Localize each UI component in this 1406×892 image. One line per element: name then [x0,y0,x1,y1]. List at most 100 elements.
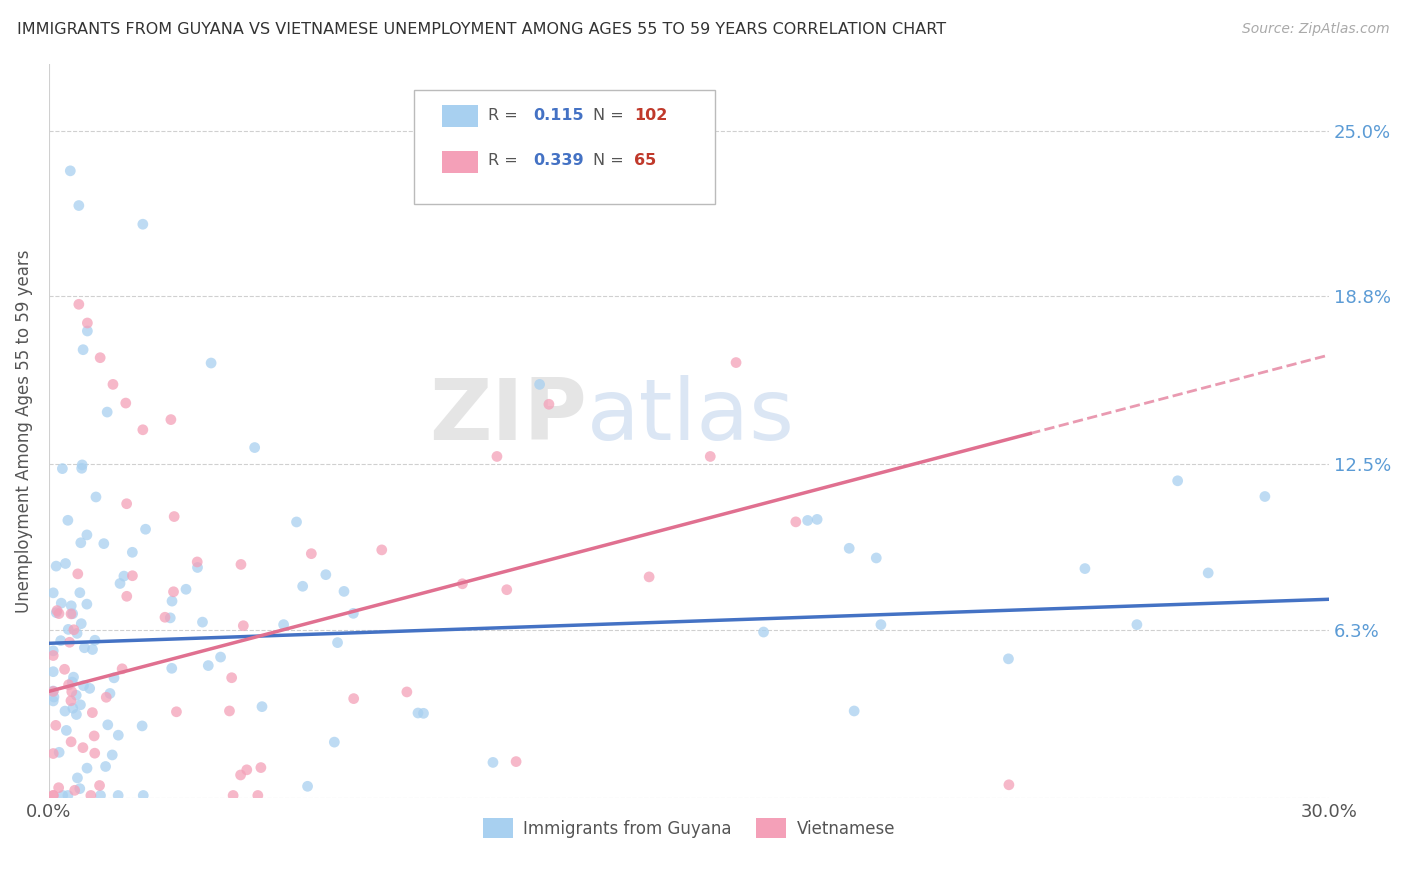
Point [59,164,82,178]
Point [998,778,1021,792]
Point [197,658,219,673]
Point [45,559,67,574]
FancyBboxPatch shape [413,90,714,203]
Point [725,355,748,369]
Point [132,423,155,437]
Point [229,768,252,782]
Point [42,648,65,663]
Point [232,618,254,632]
Point [51,461,73,475]
Point [67,198,90,212]
Point [82,706,104,720]
Point [69,698,91,712]
Point [115,589,138,603]
Point [55,723,77,738]
Text: 0.339: 0.339 [533,153,583,169]
Point [870,617,893,632]
Point [333,584,356,599]
Point [93,536,115,550]
Point [796,513,818,527]
Point [69,585,91,599]
Point [537,397,560,411]
Point [371,542,394,557]
Point [222,789,245,803]
FancyBboxPatch shape [441,151,478,173]
Point [865,551,887,566]
Point [42,690,65,704]
Point [485,450,508,464]
Point [451,576,474,591]
Point [101,377,124,392]
Point [69,781,91,796]
Point [63,623,86,637]
Point [45,718,67,732]
Point [1254,490,1277,504]
Point [218,704,240,718]
Point [42,586,65,600]
Point [132,789,155,803]
Point [997,652,1019,666]
Point [806,512,828,526]
Point [299,547,322,561]
Point [59,694,82,708]
Point [48,745,70,759]
Point [69,535,91,549]
Point [80,789,103,803]
Point [160,412,183,426]
Point [326,635,349,649]
Point [70,458,93,472]
Point [844,704,866,718]
Point [243,441,266,455]
Point [62,670,84,684]
Point [56,513,79,527]
Point [221,671,243,685]
Point [1126,617,1149,632]
Point [76,597,98,611]
Point [60,607,83,621]
Point [58,678,80,692]
Point [66,566,89,581]
Text: 65: 65 [634,153,657,169]
Point [209,650,232,665]
Point [49,633,72,648]
Point [785,515,807,529]
Text: Source: ZipAtlas.com: Source: ZipAtlas.com [1241,22,1389,37]
Point [342,607,364,621]
Point [638,570,661,584]
Point [160,594,183,608]
Point [236,763,259,777]
Point [107,728,129,742]
Point [752,625,775,640]
Point [83,729,105,743]
Point [114,396,136,410]
Point [65,688,87,702]
Point [53,704,76,718]
Point [186,560,208,574]
Point [291,579,314,593]
Point [412,706,434,721]
Point [186,555,208,569]
Point [46,604,69,618]
Point [191,615,214,629]
Point [1167,474,1189,488]
Text: 102: 102 [634,108,668,123]
Point [1074,561,1097,575]
Point [79,681,101,696]
Point [101,747,124,762]
Point [63,783,86,797]
Text: R =: R = [488,108,523,123]
Point [111,662,134,676]
Point [51,596,73,610]
Point [53,662,76,676]
Point [84,490,107,504]
Point [72,740,94,755]
Point [174,582,197,597]
Point [42,789,65,803]
Text: IMMIGRANTS FROM GUYANA VS VIETNAMESE UNEMPLOYMENT AMONG AGES 55 TO 59 YEARS CORR: IMMIGRANTS FROM GUYANA VS VIETNAMESE UNE… [17,22,946,37]
Point [153,610,176,624]
Point [250,699,273,714]
Point [121,545,143,559]
Point [76,324,98,338]
Point [135,522,157,536]
Legend: Immigrants from Guyana, Vietnamese: Immigrants from Guyana, Vietnamese [477,811,901,845]
